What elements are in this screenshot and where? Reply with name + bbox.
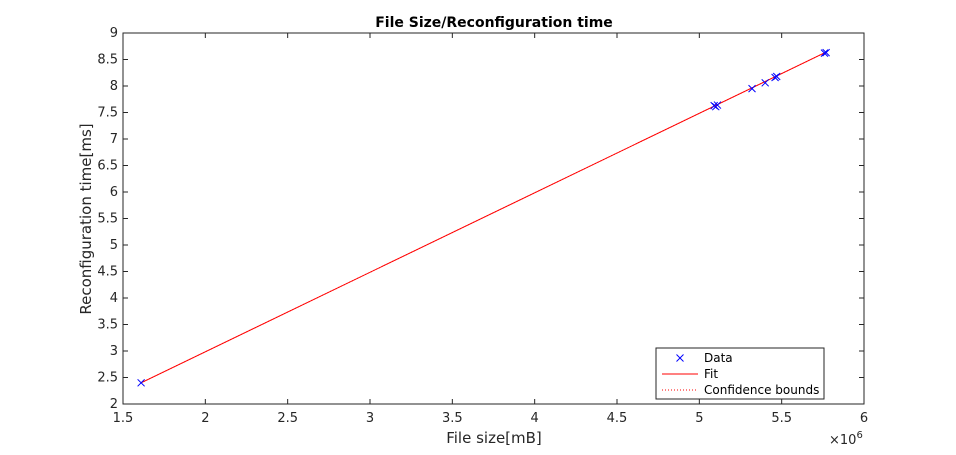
y-tick-label: 8.5	[97, 53, 118, 68]
x-axis-exponent-power: 6	[856, 430, 862, 441]
x-tick-label: 4	[531, 411, 539, 426]
y-tick-label: 4	[110, 291, 118, 306]
y-tick-label: 6	[110, 185, 118, 200]
legend-item: Data	[676, 351, 733, 365]
y-tick-label: 4.5	[97, 265, 118, 280]
plot-area	[122, 32, 865, 405]
x-tick-label: 5.5	[771, 411, 792, 426]
data-point	[137, 378, 145, 387]
y-tick-label: 5	[110, 238, 118, 253]
data-point	[748, 84, 756, 93]
x-tick-label: 5	[695, 411, 703, 426]
x-tick-label: 3.5	[442, 411, 463, 426]
y-tick-label: 5.5	[97, 212, 118, 227]
y-axis: 2 2.5 3 3.5 4 4.5 5 5.5 6 6.5 7 7.5 8 8.5 9	[97, 26, 864, 412]
y-tick-label: 2.5	[97, 371, 118, 386]
y-tick-label: 7	[110, 132, 118, 147]
data-point	[820, 49, 829, 57]
legend: Data Fit Confidence bounds	[655, 347, 825, 400]
legend-item: Confidence bounds	[662, 383, 819, 397]
y-tick-label: 7.5	[97, 106, 118, 121]
x-axis-exponent: ×106	[829, 430, 863, 448]
chart-title: File Size/Reconfiguration time	[375, 15, 613, 31]
data-point	[713, 101, 722, 109]
data-point	[761, 78, 770, 87]
legend-label: Data	[704, 351, 733, 365]
x-tick-label: 1.5	[113, 411, 134, 426]
y-axis-label: Reconfiguration time[ms]	[77, 123, 95, 314]
x-tick-label: 2	[201, 411, 209, 426]
data-point	[822, 48, 830, 57]
x-tick-label: 3	[366, 411, 374, 426]
y-tick-label: 8	[110, 79, 118, 94]
x-tick-label: 4.5	[607, 411, 628, 426]
legend-item: Fit	[662, 367, 718, 381]
y-tick-label: 6.5	[97, 159, 118, 174]
x-tick-label: 6	[860, 411, 868, 426]
data-point	[772, 72, 781, 81]
x-axis: 1.5 2 2.5 3 3.5 4 4.5 5 5.5 6	[113, 33, 868, 426]
y-tick-label: 2	[110, 397, 118, 412]
x-tick-label: 2.5	[277, 411, 298, 426]
legend-label: Fit	[704, 367, 718, 381]
legend-label: Confidence bounds	[704, 383, 819, 397]
y-tick-label: 3	[110, 344, 118, 359]
x-axis-exponent-base: ×10	[829, 433, 856, 448]
x-axis-label: File size[mB]	[446, 429, 542, 447]
plot-frame	[122, 32, 865, 405]
y-tick-label: 9	[110, 26, 118, 41]
y-tick-label: 3.5	[97, 318, 118, 333]
